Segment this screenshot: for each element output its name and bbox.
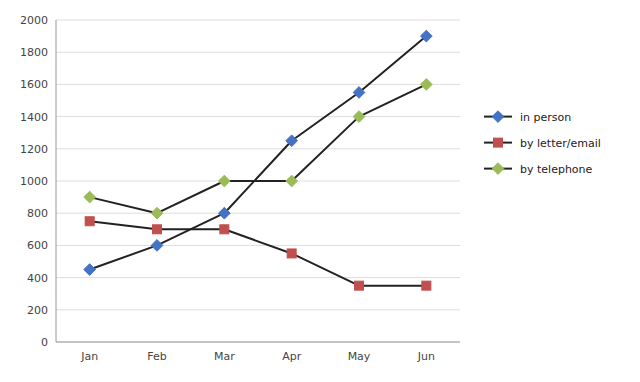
legend-label: by letter/email [520,137,601,150]
plot-area [84,30,432,290]
grid-line [56,52,460,53]
x-tick-label: Jun [417,350,435,363]
point [151,240,163,252]
y-tick-label: 1000 [20,175,48,188]
grid-line [56,148,460,149]
grid-line [56,309,460,310]
legend-marker [492,111,504,123]
x-tick-label: Feb [147,350,166,363]
y-tick-label: 1200 [20,143,48,156]
point [218,207,230,219]
y-tick-label: 400 [27,272,48,285]
point [153,225,162,234]
grid-line [56,277,460,278]
x-tick-label: Jan [80,350,98,363]
point [85,217,94,226]
legend: in person by letter/email by telephone [484,111,601,176]
point [220,225,229,234]
legend-label: by telephone [520,163,593,176]
y-tick-label: 200 [27,304,48,317]
point [84,264,96,276]
x-tick-label: May [348,350,371,363]
y-tick-label: 1800 [20,46,48,59]
point [420,30,432,42]
grid [56,20,460,342]
point [286,135,298,147]
point [287,249,296,258]
legend-marker [494,138,503,147]
grid-line [56,20,460,21]
grid-line [56,213,460,214]
point [84,191,96,203]
point [420,79,432,91]
y-tick-label: 600 [27,239,48,252]
y-tick-label: 1400 [20,111,48,124]
point [151,207,163,219]
point [286,175,298,187]
grid-line [56,116,460,117]
point [353,111,365,123]
series-line [90,84,427,213]
legend-label: in person [520,111,571,124]
y-tick-label: 0 [41,336,48,349]
point [422,281,431,290]
point [355,281,364,290]
grid-line [56,84,460,85]
grid-line [56,342,460,343]
y-tick-label: 800 [27,207,48,220]
x-axis [56,342,460,343]
grid-line [56,245,460,246]
point [353,87,365,99]
chart: 0 200 400 600 800 1000 1200 1400 1600 1800 2000 Jan… [0,0,640,382]
x-tick-label: Mar [214,350,235,363]
series-line [90,221,427,285]
point [218,175,230,187]
series-line [90,36,427,269]
legend-marker [492,163,504,175]
x-tick-label: Apr [282,350,302,363]
y-axis [56,20,57,342]
y-tick-label: 2000 [20,14,48,27]
y-tick-label: 1600 [20,78,48,91]
